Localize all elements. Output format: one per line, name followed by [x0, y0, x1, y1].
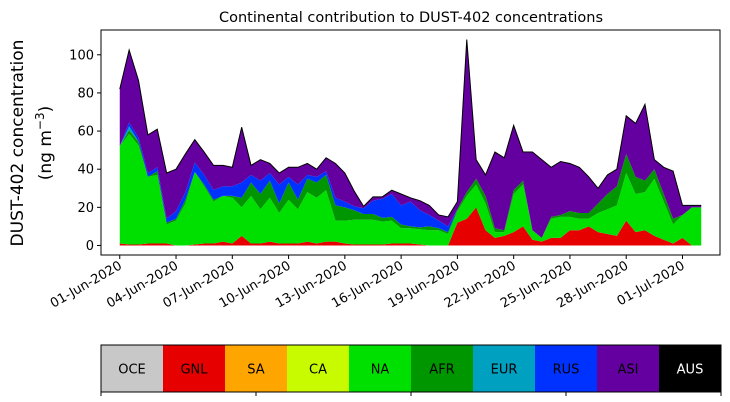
legend-label-rus: RUS [553, 363, 580, 378]
legend-swatch-aus [659, 345, 721, 392]
y-tick-label: 80 [77, 86, 94, 101]
y-axis-label-close: ) [36, 106, 56, 113]
legend-swatch-rus [535, 345, 597, 392]
y-axis-label-exponent: −3 [33, 112, 47, 130]
legend-swatch-sa [225, 345, 287, 392]
legend-colorbar: OCE GNL SA CA NA AFR EUR RUS ASI AUS [100, 344, 722, 396]
area-gnl [119, 207, 702, 246]
legend-label-gnl: GNL [180, 363, 208, 378]
legend-swatch-asi [597, 345, 659, 392]
y-axis-label: DUST-402 concentration (ng m−3) [8, 40, 56, 247]
plot-frame [100, 29, 721, 256]
y-tick-label: 40 [77, 163, 94, 178]
y-axis-label-line1: DUST-402 concentration [8, 40, 28, 247]
area-na [119, 133, 702, 246]
area-rus [119, 122, 702, 238]
legend-label-ca: CA [309, 363, 327, 378]
legend-label-oce: OCE [118, 363, 146, 378]
y-tick-label: 100 [69, 48, 94, 63]
y-tick-label: 20 [77, 201, 94, 216]
legend-swatch-oce [101, 345, 163, 392]
legend-swatch-afr [411, 345, 473, 392]
y-axis-label-line2: (ng m−3) [33, 106, 56, 181]
chart-title: Continental contribution to DUST-402 con… [219, 10, 603, 26]
legend-label-afr: AFR [429, 363, 454, 378]
y-tick-label: 60 [77, 125, 94, 140]
legend-label-sa: SA [247, 363, 264, 378]
legend-label-na: NA [371, 363, 390, 378]
legend-label-eur: EUR [491, 363, 518, 378]
legend-label-asi: ASI [618, 363, 639, 378]
y-tick-label: 0 [86, 239, 94, 254]
plot-area: 02040608010001-Jun-202004-Jun-202007-Jun… [48, 29, 721, 311]
total-outline [119, 39, 702, 218]
legend-swatch-eur [473, 345, 535, 392]
legend-swatch-na [349, 345, 411, 392]
y-axis-label-unit: (ng m [36, 130, 56, 180]
legend-swatch-ca [287, 345, 349, 392]
legend-label-aus: AUS [677, 363, 704, 378]
legend-swatch-gnl [163, 345, 225, 392]
area-asi [119, 39, 702, 238]
